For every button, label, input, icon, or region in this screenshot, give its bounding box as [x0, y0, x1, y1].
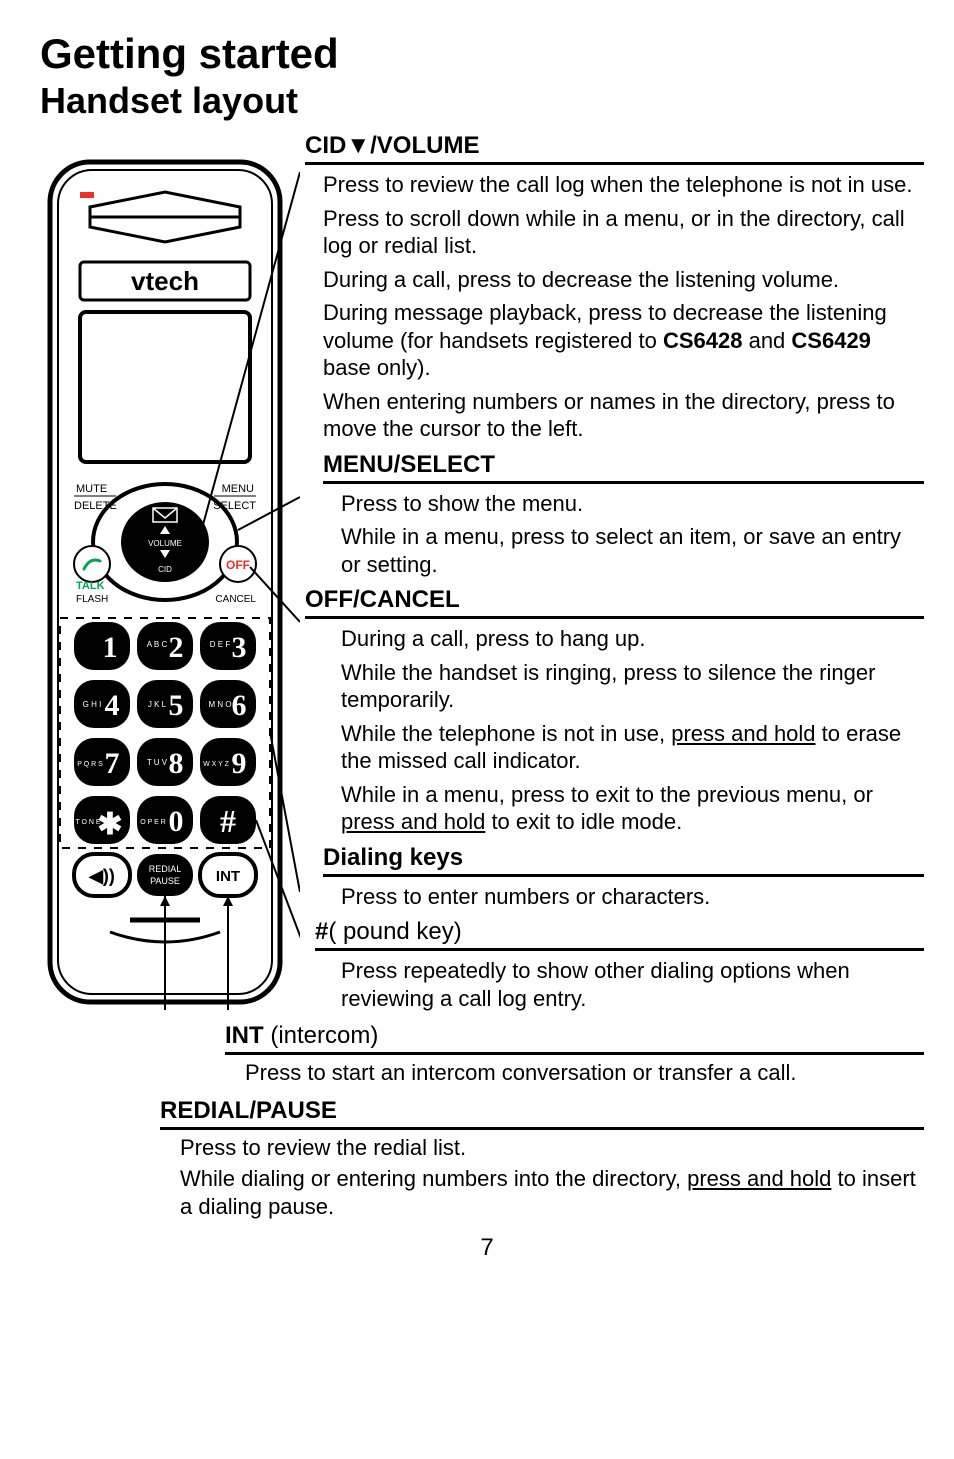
redial-pause-p2: While dialing or entering numbers into t…	[180, 1165, 924, 1220]
off-cancel-p4: While in a menu, press to exit to the pr…	[341, 781, 924, 836]
key-5[interactable]: J K L 5	[137, 680, 193, 728]
svg-text:W X Y Z: W X Y Z	[203, 761, 230, 768]
cid-volume-p2: Press to scroll down while in a menu, or…	[323, 205, 924, 260]
svg-text:3: 3	[232, 631, 247, 664]
redial-pause-heading: REDIAL/PAUSE	[160, 1097, 924, 1130]
key-1[interactable]: 1	[74, 622, 130, 670]
cid-volume-p4: During message playback, press to decrea…	[323, 299, 924, 382]
off-cancel-p2: While the handset is ringing, press to s…	[341, 659, 924, 714]
svg-text:M N O: M N O	[208, 700, 231, 709]
off-label: OFF	[226, 558, 250, 572]
talk-label: TALK	[76, 580, 105, 592]
key-3[interactable]: D E F 3	[200, 622, 256, 670]
svg-text:P Q R S: P Q R S	[77, 761, 103, 768]
svg-text:✱: ✱	[97, 808, 122, 841]
menu-label: MENU	[222, 483, 254, 495]
off-cancel-p3: While the telephone is not in use, press…	[341, 720, 924, 775]
key-4[interactable]: G H I 4	[74, 680, 130, 728]
cid-volume-p1: Press to review the call log when the te…	[323, 171, 924, 199]
pound-p1: Press repeatedly to show other dialing o…	[341, 957, 924, 1012]
svg-text:O P E R: O P E R	[140, 819, 166, 826]
cid-volume-p5: When entering numbers or names in the di…	[323, 388, 924, 443]
menu-select-p1: Press to show the menu.	[341, 490, 924, 518]
svg-text:0: 0	[169, 805, 184, 838]
svg-text:REDIAL: REDIAL	[149, 864, 182, 874]
key-8[interactable]: T U V 8	[137, 738, 193, 786]
flash-label: FLASH	[76, 594, 108, 605]
key-int[interactable]: INT	[200, 854, 256, 896]
key-6[interactable]: M N O 6	[200, 680, 256, 728]
svg-text:◀)): ◀))	[88, 866, 115, 886]
key-0[interactable]: O P E R 0	[137, 796, 193, 844]
svg-text:J K L: J K L	[148, 700, 167, 709]
menu-select-p2: While in a menu, press to select an item…	[341, 523, 924, 578]
key-pound[interactable]: #	[200, 796, 256, 844]
key-2[interactable]: A B C 2	[137, 622, 193, 670]
svg-text:6: 6	[232, 689, 247, 722]
key-9[interactable]: W X Y Z 9	[200, 738, 256, 786]
intercom-heading: INT (intercom)	[225, 1022, 924, 1055]
svg-text:7: 7	[105, 747, 120, 780]
svg-text:A B C: A B C	[147, 640, 168, 649]
svg-text:2: 2	[169, 631, 184, 664]
svg-text:INT: INT	[216, 868, 240, 885]
cid-volume-p3: During a call, press to decrease the lis…	[323, 266, 924, 294]
svg-text:1: 1	[103, 631, 118, 664]
pound-heading: #( pound key)	[315, 918, 924, 951]
handset-illustration: vtech VOLUME CID MUTE DELETE MENU SELECT	[30, 152, 300, 1012]
brand-text: vtech	[131, 266, 199, 296]
cancel-label: CANCEL	[215, 594, 256, 605]
svg-text:T U V: T U V	[147, 758, 168, 767]
cid-volume-heading: CID▼/VOLUME	[305, 132, 924, 165]
page-subtitle: Handset layout	[40, 80, 934, 122]
redial-pause-p1: Press to review the redial list.	[180, 1134, 924, 1162]
svg-text:5: 5	[169, 689, 184, 722]
key-7[interactable]: P Q R S 7	[74, 738, 130, 786]
delete-label: DELETE	[74, 500, 117, 512]
menu-select-heading: MENU/SELECT	[323, 451, 924, 484]
svg-text:G H I: G H I	[83, 700, 102, 709]
svg-text:9: 9	[232, 747, 247, 780]
intercom-p1: Press to start an intercom conversation …	[245, 1059, 924, 1087]
key-star[interactable]: T O N E ✱	[74, 796, 130, 844]
select-label: SELECT	[213, 500, 256, 512]
off-cancel-heading: OFF/CANCEL	[305, 586, 924, 619]
key-redial-pause[interactable]: REDIAL PAUSE	[137, 854, 193, 896]
dialing-keys-heading: Dialing keys	[323, 844, 924, 877]
volume-label: VOLUME	[148, 539, 182, 548]
svg-text:PAUSE: PAUSE	[150, 876, 180, 886]
key-speaker[interactable]: ◀))	[74, 854, 130, 896]
mute-label: MUTE	[76, 483, 107, 495]
page-title: Getting started	[40, 30, 934, 78]
svg-text:D E F: D E F	[210, 640, 231, 649]
cid-label: CID	[158, 565, 172, 574]
off-cancel-p1: During a call, press to hang up.	[341, 625, 924, 653]
svg-text:8: 8	[169, 747, 184, 780]
dialing-keys-p1: Press to enter numbers or characters.	[341, 883, 924, 911]
page-number: 7	[40, 1234, 934, 1262]
svg-text:4: 4	[105, 689, 120, 722]
svg-text:#: #	[220, 803, 236, 839]
